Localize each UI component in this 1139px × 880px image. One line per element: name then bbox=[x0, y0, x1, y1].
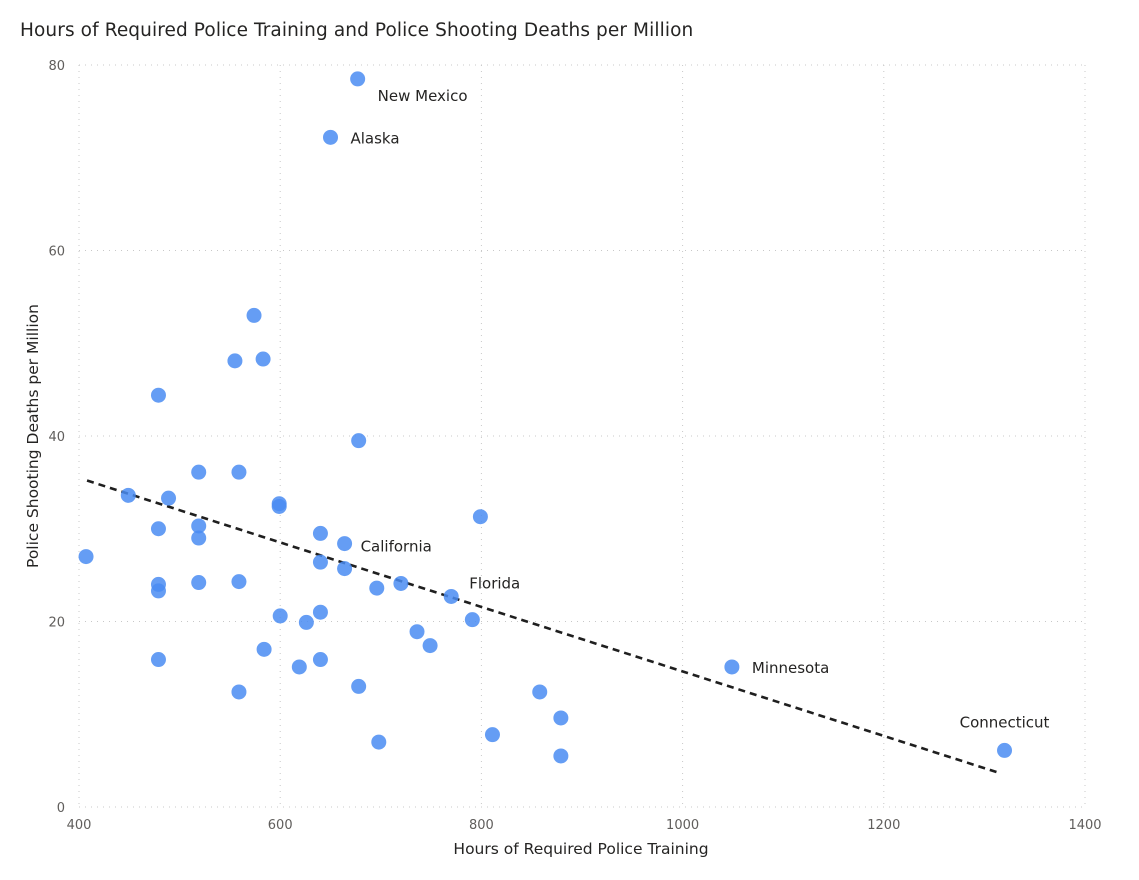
data-point[interactable] bbox=[231, 684, 247, 700]
point-florida[interactable] bbox=[443, 588, 459, 604]
data-point[interactable] bbox=[393, 575, 409, 591]
x-tick-label: 600 bbox=[268, 818, 293, 833]
y-axis-title: Police Shooting Deaths per Million bbox=[24, 304, 42, 568]
data-point[interactable] bbox=[256, 641, 272, 657]
data-point[interactable] bbox=[409, 624, 425, 640]
chart-title: Hours of Required Police Training and Po… bbox=[20, 20, 694, 41]
data-point[interactable] bbox=[150, 652, 166, 668]
data-point[interactable] bbox=[191, 464, 207, 480]
y-tick-label: 60 bbox=[48, 245, 65, 260]
data-point[interactable] bbox=[191, 575, 207, 591]
data-point[interactable] bbox=[150, 387, 166, 403]
x-tick-label: 1200 bbox=[867, 818, 900, 833]
point-alaska[interactable] bbox=[323, 129, 338, 145]
data-point[interactable] bbox=[369, 580, 385, 596]
data-point[interactable] bbox=[120, 487, 136, 503]
x-tick-label: 400 bbox=[67, 818, 92, 833]
data-point[interactable] bbox=[351, 433, 367, 449]
point-connecticut[interactable] bbox=[997, 742, 1013, 758]
data-point[interactable] bbox=[312, 554, 328, 570]
y-tick-label: 20 bbox=[48, 616, 65, 631]
data-point[interactable] bbox=[553, 710, 569, 726]
x-axis-ticks: 400 600 800 1000 1200 1400 bbox=[67, 818, 1102, 833]
x-tick-label: 1000 bbox=[666, 818, 699, 833]
data-label: California bbox=[361, 538, 432, 556]
data-point[interactable] bbox=[371, 734, 387, 750]
trend-line bbox=[86, 479, 999, 774]
data-point[interactable] bbox=[472, 509, 488, 525]
data-point[interactable] bbox=[150, 583, 166, 599]
data-point[interactable] bbox=[312, 525, 328, 541]
data-point[interactable] bbox=[464, 612, 480, 628]
data-point[interactable] bbox=[246, 307, 262, 323]
data-point[interactable] bbox=[191, 518, 207, 534]
data-label: Alaska bbox=[351, 129, 400, 147]
data-point[interactable] bbox=[272, 608, 288, 624]
data-label: Florida bbox=[469, 574, 520, 592]
data-point[interactable] bbox=[484, 727, 500, 743]
y-axis-ticks: 0 20 40 60 80 bbox=[48, 59, 65, 816]
data-point[interactable] bbox=[312, 652, 328, 668]
data-point[interactable] bbox=[150, 521, 166, 537]
data-point[interactable] bbox=[337, 561, 353, 577]
data-label: Minnesota bbox=[752, 659, 829, 677]
point-minnesota[interactable] bbox=[724, 659, 740, 675]
data-point[interactable] bbox=[161, 490, 177, 506]
data-point[interactable] bbox=[532, 684, 548, 700]
data-point[interactable] bbox=[255, 351, 271, 367]
y-tick-label: 0 bbox=[57, 801, 65, 816]
data-point[interactable] bbox=[351, 678, 367, 694]
data-point[interactable] bbox=[191, 530, 207, 546]
data-point[interactable] bbox=[231, 464, 247, 480]
data-label: Connecticut bbox=[960, 713, 1050, 731]
data-point[interactable] bbox=[227, 353, 243, 369]
data-points bbox=[78, 71, 1013, 764]
x-axis-title: Hours of Required Police Training bbox=[453, 840, 708, 858]
point-california[interactable] bbox=[337, 536, 353, 552]
data-point[interactable] bbox=[271, 498, 287, 514]
data-label: New Mexico bbox=[378, 87, 468, 105]
gridlines bbox=[78, 64, 1086, 808]
data-point[interactable] bbox=[291, 659, 307, 675]
x-tick-label: 1400 bbox=[1068, 818, 1101, 833]
data-point[interactable] bbox=[78, 549, 94, 565]
data-point[interactable] bbox=[312, 604, 328, 620]
y-tick-label: 80 bbox=[48, 59, 65, 74]
x-tick-label: 800 bbox=[469, 818, 494, 833]
data-point[interactable] bbox=[422, 638, 438, 654]
data-point[interactable] bbox=[231, 574, 247, 590]
data-point[interactable] bbox=[553, 748, 569, 764]
y-tick-label: 40 bbox=[48, 430, 65, 445]
data-labels: New Mexico Alaska California Florida Minneso… bbox=[351, 87, 1050, 732]
point-new-mexico[interactable] bbox=[350, 71, 366, 87]
data-point[interactable] bbox=[298, 614, 314, 630]
